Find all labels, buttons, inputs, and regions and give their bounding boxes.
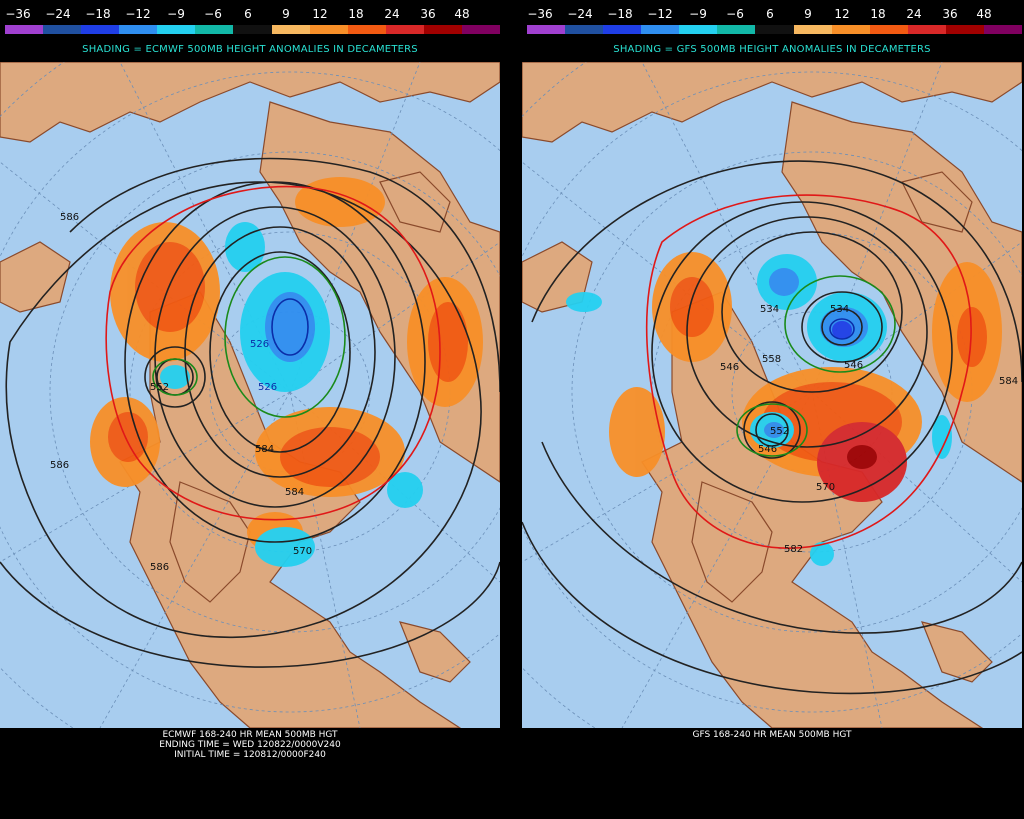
- colorbar-label: 24: [384, 7, 400, 21]
- colorbar: [5, 25, 500, 34]
- colorbar-swatch: [983, 25, 1022, 34]
- colorbar-label: −12: [647, 7, 673, 21]
- colorbar-swatch: [831, 25, 870, 34]
- contour-label: 570: [816, 482, 835, 493]
- caption-line: ENDING TIME = WED 120822/0000V240: [159, 740, 341, 750]
- contour-label: 534: [830, 304, 849, 315]
- colorbar-label: −36: [5, 7, 31, 21]
- contour-label: 552: [770, 426, 789, 437]
- contour-label: 586: [60, 212, 79, 223]
- colorbar-swatch: [81, 25, 120, 34]
- contour-label: 526: [250, 339, 269, 350]
- contour-label: 570: [293, 546, 312, 557]
- contour-label: 586: [50, 460, 69, 471]
- colorbar-swatch: [945, 25, 984, 34]
- gfs-panel: −36 −24 −18 −12 −9 −6 6 9 12 18 24 36 48…: [522, 0, 1022, 819]
- colorbar-swatch: [385, 25, 424, 34]
- colorbar-label: −36: [527, 7, 553, 21]
- colorbar-swatch: [271, 25, 310, 34]
- colorbar-label: −12: [125, 7, 151, 21]
- colorbar-swatch: [679, 25, 718, 34]
- colorbar-label: 48: [454, 7, 470, 21]
- colorbar-swatch: [565, 25, 604, 34]
- ecmwf-panel: −36 −24 −18 −12 −9 −6 6 9 12 18 24 36 48…: [0, 0, 500, 819]
- map-caption: ECMWF 168-240 HR MEAN 500MB HGT ENDING T…: [0, 730, 500, 760]
- colorbar-labels: −36 −24 −18 −12 −9 −6 6 9 12 18 24 36 48: [0, 7, 500, 23]
- colorbar-swatch: [527, 25, 566, 34]
- colorbar-label: 12: [834, 7, 850, 21]
- contour-label: 552: [150, 382, 169, 393]
- colorbar-swatch: [641, 25, 680, 34]
- shading-title: SHADING = GFS 500MB HEIGHT ANOMALIES IN …: [613, 44, 931, 55]
- colorbar-swatch: [603, 25, 642, 34]
- height-contours: [0, 157, 500, 668]
- colorbar-swatch: [43, 25, 82, 34]
- colorbar-swatch: [195, 25, 234, 34]
- caption-line: INITIAL TIME = 120812/0000F240: [174, 750, 326, 760]
- colorbar-label: 12: [312, 7, 328, 21]
- colorbar-swatch: [309, 25, 348, 34]
- colorbar-label: −18: [607, 7, 633, 21]
- contour-label: 546: [758, 444, 777, 455]
- colorbar-swatch: [793, 25, 832, 34]
- colorbar-label: 6: [766, 7, 774, 21]
- contour-label: 546: [844, 360, 863, 371]
- caption-line: GFS 168-240 HR MEAN 500MB HGT: [692, 730, 852, 740]
- colorbar-label: 36: [942, 7, 958, 21]
- contour-blue: [829, 318, 855, 340]
- colorbar-swatch: [869, 25, 908, 34]
- colorbar-swatch: [423, 25, 462, 34]
- colorbar-label: −24: [45, 7, 71, 21]
- colorbar-label: 24: [906, 7, 922, 21]
- contour-label: 584: [999, 376, 1018, 387]
- colorbar-label: 36: [420, 7, 436, 21]
- colorbar-label: 6: [244, 7, 252, 21]
- contour-red: [645, 194, 972, 549]
- colorbar-label: −9: [689, 7, 707, 21]
- colorbar-swatch: [119, 25, 158, 34]
- colorbar-label: 9: [804, 7, 812, 21]
- contour-red: [105, 185, 441, 521]
- caption-line: ECMWF 168-240 HR MEAN 500MB HGT: [162, 730, 338, 740]
- map-caption: GFS 168-240 HR MEAN 500MB HGT: [522, 730, 1022, 740]
- colorbar-swatch: [5, 25, 44, 34]
- colorbar-swatch: [755, 25, 794, 34]
- contour-label: 584: [255, 444, 274, 455]
- colorbar-label: −18: [85, 7, 111, 21]
- colorbar-label: −24: [567, 7, 593, 21]
- colorbar-swatch: [461, 25, 500, 34]
- gfs-height-anomaly-map: 534 558 546 546 552 534 546 570 582 584: [522, 62, 1022, 728]
- colorbar-label: −6: [726, 7, 744, 21]
- colorbar-swatch: [157, 25, 196, 34]
- colorbar-label: 18: [870, 7, 886, 21]
- colorbar-label: 9: [282, 7, 290, 21]
- ecmwf-height-anomaly-map: 586 526 526 552 584 586 586 584 570: [0, 62, 500, 728]
- colorbar-label: 48: [976, 7, 992, 21]
- contour-blue: [271, 298, 309, 356]
- contour-label: 582: [784, 544, 803, 555]
- colorbar-label: −6: [204, 7, 222, 21]
- colorbar-swatch: [717, 25, 756, 34]
- contour-green: [152, 256, 346, 418]
- contour-label: 586: [150, 562, 169, 573]
- colorbar-label: 18: [348, 7, 364, 21]
- colorbar-swatch: [907, 25, 946, 34]
- colorbar-swatch: [347, 25, 386, 34]
- contour-label: 546: [720, 362, 739, 373]
- contour-label: 526: [258, 382, 277, 393]
- panel-divider: [500, 0, 522, 819]
- contour-label: 584: [285, 487, 304, 498]
- contour-label: 534: [760, 304, 779, 315]
- shading-title: SHADING = ECMWF 500MB HEIGHT ANOMALIES I…: [82, 44, 418, 55]
- colorbar-swatch: [233, 25, 272, 34]
- height-contours: [522, 160, 1022, 695]
- contour-green: [736, 275, 896, 457]
- contour-label: 558: [762, 354, 781, 365]
- colorbar-labels: −36 −24 −18 −12 −9 −6 6 9 12 18 24 36 48: [522, 7, 1022, 23]
- colorbar-label: −9: [167, 7, 185, 21]
- colorbar: [527, 25, 1022, 34]
